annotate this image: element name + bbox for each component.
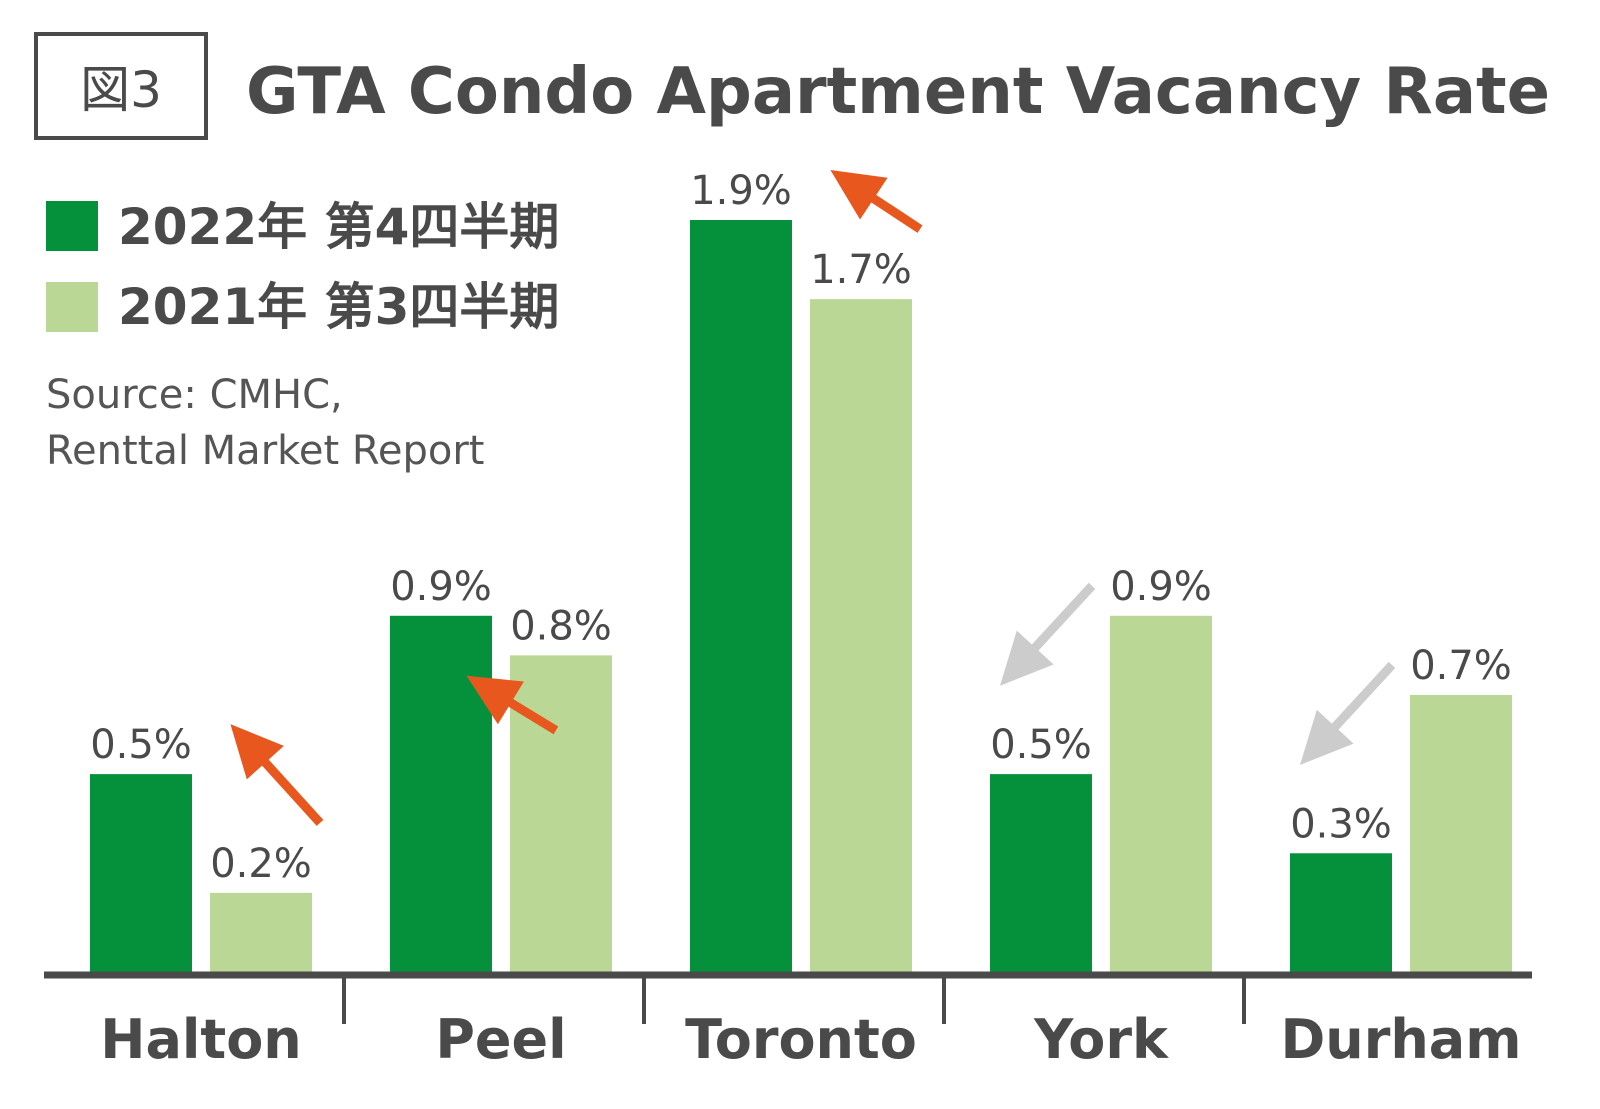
category-label-durham: Durham	[1280, 1008, 1521, 1071]
category-label-toronto: Toronto	[685, 1008, 917, 1071]
bar-durham-series-1	[1290, 853, 1392, 972]
bar-york-series-2	[1110, 615, 1212, 972]
source-line-1: Source: CMHC,	[46, 372, 343, 418]
bar-halton-series-1	[90, 774, 192, 972]
trend-arrows	[230, 170, 1396, 826]
category-label-peel: Peel	[435, 1008, 566, 1071]
data-label-halton-series-2: 0.2%	[210, 841, 312, 887]
data-label-durham-series-2: 0.7%	[1410, 643, 1512, 689]
bar-toronto-series-1	[690, 220, 792, 972]
figure-badge-frame	[34, 32, 208, 140]
trend-arrow-up-toronto	[830, 170, 923, 233]
trend-arrow-up-halton	[230, 724, 324, 826]
legend-swatch-2022q4	[46, 201, 98, 251]
category-label-halton: Halton	[100, 1008, 302, 1071]
source-line-2: Renttal Market Report	[46, 428, 484, 474]
legend-label-2021q3: 2021年 第3四半期	[118, 278, 559, 336]
trend-arrow-down-durham	[1300, 661, 1396, 765]
legend: 2022年 第4四半期 2021年 第3四半期	[46, 198, 559, 336]
trend-arrow-down-york	[1000, 582, 1096, 686]
trend-arrow-up-peel	[466, 675, 559, 735]
bar-durham-series-2	[1410, 694, 1512, 972]
x-axis	[44, 971, 1532, 1024]
data-label-peel-series-1: 0.9%	[390, 564, 492, 610]
category-label-york: York	[1033, 1008, 1169, 1071]
bar-peel-series-2	[510, 655, 612, 972]
legend-label-2022q4: 2022年 第4四半期	[118, 198, 559, 256]
data-label-york-series-1: 0.5%	[990, 722, 1092, 768]
data-label-york-series-2: 0.9%	[1110, 564, 1212, 610]
bars	[90, 220, 1512, 972]
data-labels: 0.5% 0.2% 0.9% 0.8% 1.9% 1.7% 0.5% 0.9% 0.3% 0.7%	[90, 168, 1512, 887]
data-label-toronto-series-2: 1.7%	[810, 247, 912, 293]
legend-swatch-2021q3	[46, 282, 98, 332]
bar-york-series-1	[990, 774, 1092, 972]
bar-toronto-series-2	[810, 299, 912, 972]
data-label-durham-series-1: 0.3%	[1290, 801, 1392, 847]
bar-halton-series-2	[210, 892, 312, 972]
data-label-peel-series-2: 0.8%	[510, 603, 612, 649]
data-label-halton-series-1: 0.5%	[90, 722, 192, 768]
figure-badge: 図3	[80, 61, 162, 119]
bar-peel-series-1	[390, 615, 492, 972]
category-labels: Halton Peel Toronto York Durham	[100, 1008, 1521, 1071]
chart-title: GTA Condo Apartment Vacancy Rate	[246, 55, 1550, 129]
data-label-toronto-series-1: 1.9%	[690, 168, 792, 214]
